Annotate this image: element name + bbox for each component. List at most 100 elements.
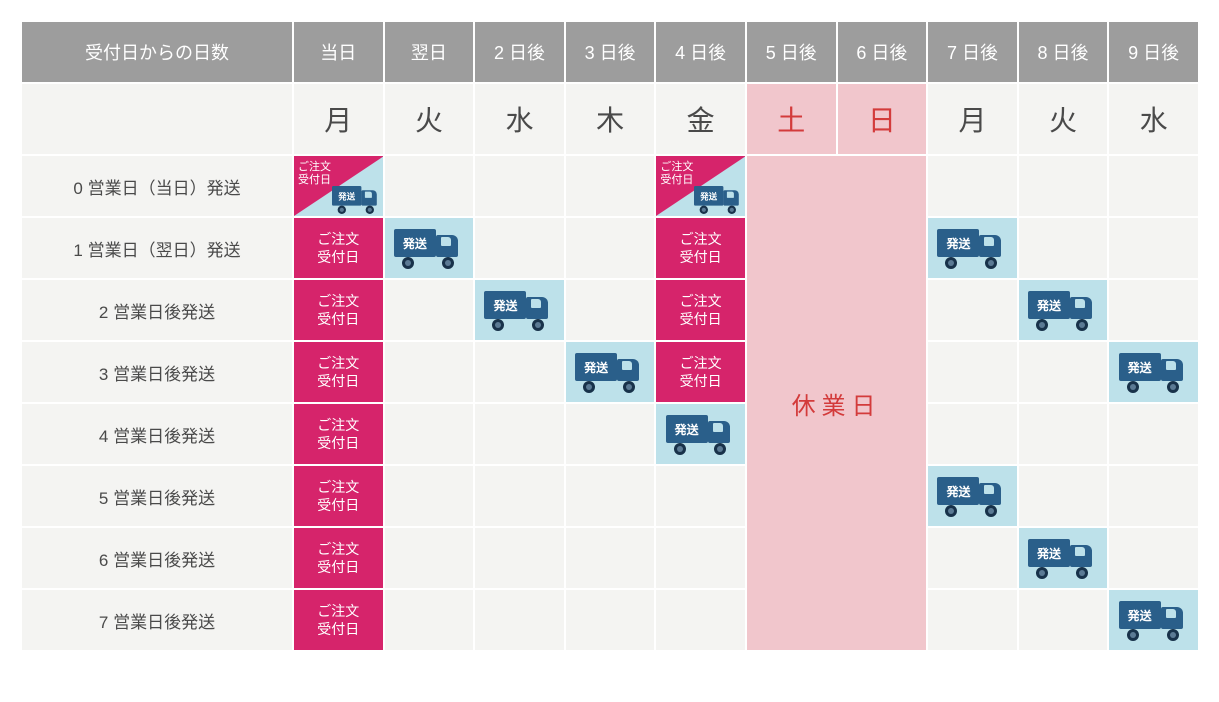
schedule-cell <box>565 279 656 341</box>
day-header: 当日 <box>293 21 384 83</box>
schedule-cell <box>1018 589 1109 651</box>
schedule-cell: ご注文受付日 <box>293 527 384 589</box>
order-text: ご注文受付日 <box>317 417 359 451</box>
dow-cell: 水 <box>474 83 565 155</box>
table-row: 0 営業日（当日）発送ご注文受付日発送ご注文受付日発送休業日 <box>21 155 1199 217</box>
schedule-cell <box>565 589 656 651</box>
row-label: 0 営業日（当日）発送 <box>21 155 293 217</box>
schedule-cell: ご注文受付日 <box>655 341 746 403</box>
table-row: 4 営業日後発送ご注文受付日 発送 <box>21 403 1199 465</box>
schedule-cell: 発送 <box>1108 341 1199 403</box>
schedule-cell: ご注文受付日発送 <box>293 155 384 217</box>
dow-label-empty <box>21 83 293 155</box>
schedule-cell: ご注文受付日発送 <box>655 155 746 217</box>
shipping-schedule-table: 受付日からの日数 当日 翌日 2 日後 3 日後 4 日後 5 日後 6 日後 … <box>20 20 1200 652</box>
dow-cell: 金 <box>655 83 746 155</box>
schedule-cell <box>1018 217 1109 279</box>
schedule-cell <box>474 217 565 279</box>
ship-label: 発送 <box>666 415 708 443</box>
order-text: ご注文受付日 <box>317 479 359 513</box>
schedule-cell <box>565 217 656 279</box>
table-row: 5 営業日後発送ご注文受付日 発送 <box>21 465 1199 527</box>
schedule-cell <box>1018 465 1109 527</box>
schedule-cell: ご注文受付日 <box>293 279 384 341</box>
truck-icon: 発送 <box>394 227 464 269</box>
schedule-cell <box>384 465 475 527</box>
schedule-cell <box>384 527 475 589</box>
dow-cell: 木 <box>565 83 656 155</box>
order-text: ご注文受付日 <box>317 541 359 575</box>
ship-label: 発送 <box>394 229 436 257</box>
schedule-cell <box>655 527 746 589</box>
schedule-cell <box>474 527 565 589</box>
day-header: 3 日後 <box>565 21 656 83</box>
schedule-cell: ご注文受付日 <box>293 589 384 651</box>
schedule-cell: ご注文受付日 <box>293 341 384 403</box>
ship-label: 発送 <box>1119 601 1161 629</box>
schedule-cell <box>474 341 565 403</box>
schedule-cell: ご注文受付日 <box>293 465 384 527</box>
schedule-cell <box>1108 403 1199 465</box>
schedule-cell: 発送 <box>655 403 746 465</box>
ship-label: 発送 <box>484 291 526 319</box>
schedule-body: 0 営業日（当日）発送ご注文受付日発送ご注文受付日発送休業日1 営業日（翌日）発… <box>21 155 1199 651</box>
order-text: ご注文受付日 <box>298 161 331 187</box>
corner-header: 受付日からの日数 <box>21 21 293 83</box>
schedule-cell: ご注文受付日 <box>655 217 746 279</box>
schedule-cell <box>927 527 1018 589</box>
ship-label: 発送 <box>1028 291 1070 319</box>
schedule-cell: ご注文受付日 <box>293 217 384 279</box>
dow-cell: 火 <box>1018 83 1109 155</box>
table-row: 7 営業日後発送ご注文受付日発送 <box>21 589 1199 651</box>
row-label: 5 営業日後発送 <box>21 465 293 527</box>
schedule-cell <box>1108 527 1199 589</box>
holiday-cell: 休業日 <box>746 155 927 651</box>
schedule-cell <box>1018 155 1109 217</box>
ship-label: 発送 <box>575 353 617 381</box>
schedule-cell <box>1108 465 1199 527</box>
dow-cell-weekend: 日 <box>837 83 928 155</box>
schedule-cell: 発送 <box>384 217 475 279</box>
row-label: 1 営業日（翌日）発送 <box>21 217 293 279</box>
schedule-cell: ご注文受付日 <box>293 403 384 465</box>
ship-label: 発送 <box>694 186 723 206</box>
dow-cell-weekend: 土 <box>746 83 837 155</box>
day-header: 翌日 <box>384 21 475 83</box>
table-row: 6 営業日後発送ご注文受付日発送 <box>21 527 1199 589</box>
schedule-cell: 発送 <box>474 279 565 341</box>
order-text: ご注文受付日 <box>680 231 722 265</box>
schedule-cell <box>927 279 1018 341</box>
dow-cell: 火 <box>384 83 475 155</box>
table-row: 3 営業日後発送ご注文受付日発送ご注文受付日発送 <box>21 341 1199 403</box>
header-row: 受付日からの日数 当日 翌日 2 日後 3 日後 4 日後 5 日後 6 日後 … <box>21 21 1199 83</box>
truck-icon: 発送 <box>1119 351 1189 393</box>
schedule-cell <box>655 465 746 527</box>
ship-label: 発送 <box>937 229 979 257</box>
schedule-cell <box>565 403 656 465</box>
ship-label: 発送 <box>332 186 361 206</box>
order-text: ご注文受付日 <box>317 293 359 327</box>
ship-label: 発送 <box>1119 353 1161 381</box>
schedule-cell <box>927 589 1018 651</box>
day-header: 9 日後 <box>1108 21 1199 83</box>
table-row: 2 営業日後発送ご注文受付日発送ご注文受付日発送 <box>21 279 1199 341</box>
schedule-cell <box>565 465 656 527</box>
schedule-cell: 発送 <box>1108 589 1199 651</box>
order-text: ご注文受付日 <box>680 355 722 389</box>
dow-cell: 月 <box>293 83 384 155</box>
day-header: 4 日後 <box>655 21 746 83</box>
truck-icon: 発送 <box>1028 537 1098 579</box>
day-header: 2 日後 <box>474 21 565 83</box>
schedule-cell <box>927 341 1018 403</box>
truck-icon: 発送 <box>1028 289 1098 331</box>
truck-icon: 発送 <box>694 185 743 214</box>
ship-label: 発送 <box>1028 539 1070 567</box>
schedule-cell <box>474 403 565 465</box>
ship-label: 発送 <box>937 477 979 505</box>
schedule-cell: 発送 <box>1018 527 1109 589</box>
order-text: ご注文受付日 <box>680 293 722 327</box>
table-row: 1 営業日（翌日）発送ご注文受付日発送ご注文受付日発送 <box>21 217 1199 279</box>
schedule-cell <box>474 465 565 527</box>
row-label: 4 営業日後発送 <box>21 403 293 465</box>
schedule-cell <box>927 155 1018 217</box>
